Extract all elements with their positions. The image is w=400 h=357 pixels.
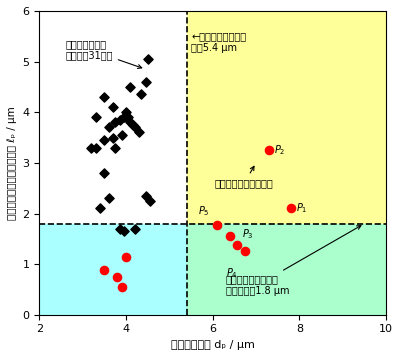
Text: 破壊につながったポア: 破壊につながったポア: [215, 166, 274, 188]
Point: [127, 84, 134, 90]
Text: $P_{1}$: $P_{1}$: [296, 202, 308, 215]
Text: $P_{5}$: $P_{5}$: [198, 204, 209, 218]
Point: [288, 206, 294, 211]
Point: [132, 125, 138, 130]
Text: $P_{3}$: $P_{3}$: [242, 227, 253, 241]
Point: [112, 145, 118, 151]
Point: [106, 125, 112, 130]
Point: [214, 222, 220, 227]
Point: [110, 104, 116, 110]
Point: [101, 137, 108, 143]
Point: [92, 115, 99, 120]
Text: $P_{4}$: $P_{4}$: [226, 266, 238, 280]
Point: [97, 206, 103, 211]
Point: [101, 94, 108, 100]
Point: [142, 193, 149, 198]
Point: [147, 198, 153, 204]
Point: [123, 254, 129, 260]
Point: [242, 248, 248, 254]
Text: 表面までの距離の統
計的最小値1.8 μm: 表面までの距離の統 計的最小値1.8 μm: [226, 226, 361, 296]
Point: [227, 233, 233, 239]
Y-axis label: ボアから表面までの距離， ℓₚ / μm: ボアから表面までの距離， ℓₚ / μm: [7, 106, 17, 220]
Point: [121, 115, 127, 120]
Point: [138, 92, 144, 97]
Point: [106, 195, 112, 201]
Point: [110, 135, 116, 140]
Point: [132, 226, 138, 232]
Point: [116, 117, 123, 123]
Point: [127, 120, 134, 125]
Text: $P_{2}$: $P_{2}$: [274, 143, 286, 157]
Point: [118, 284, 125, 290]
Point: [116, 226, 123, 232]
Point: [125, 115, 131, 120]
Point: [118, 132, 125, 138]
Point: [121, 228, 127, 234]
Point: [88, 145, 94, 151]
Point: [266, 147, 272, 153]
Point: [123, 109, 129, 115]
Point: [92, 145, 99, 151]
Text: 破壊に関与しな
いポア（31個）: 破壊に関与しな いポア（31個）: [65, 39, 142, 69]
Point: [112, 120, 118, 125]
Point: [142, 79, 149, 85]
Point: [144, 56, 151, 62]
Point: [129, 122, 136, 128]
Point: [101, 170, 108, 176]
Point: [114, 274, 120, 280]
Point: [233, 242, 240, 248]
Text: ←直径の統計的最大
　値5.4 μm: ←直径の統計的最大 値5.4 μm: [191, 31, 246, 53]
X-axis label: ボアの直径， dₚ / μm: ボアの直径， dₚ / μm: [171, 340, 255, 350]
Point: [136, 130, 142, 135]
Point: [101, 267, 108, 273]
